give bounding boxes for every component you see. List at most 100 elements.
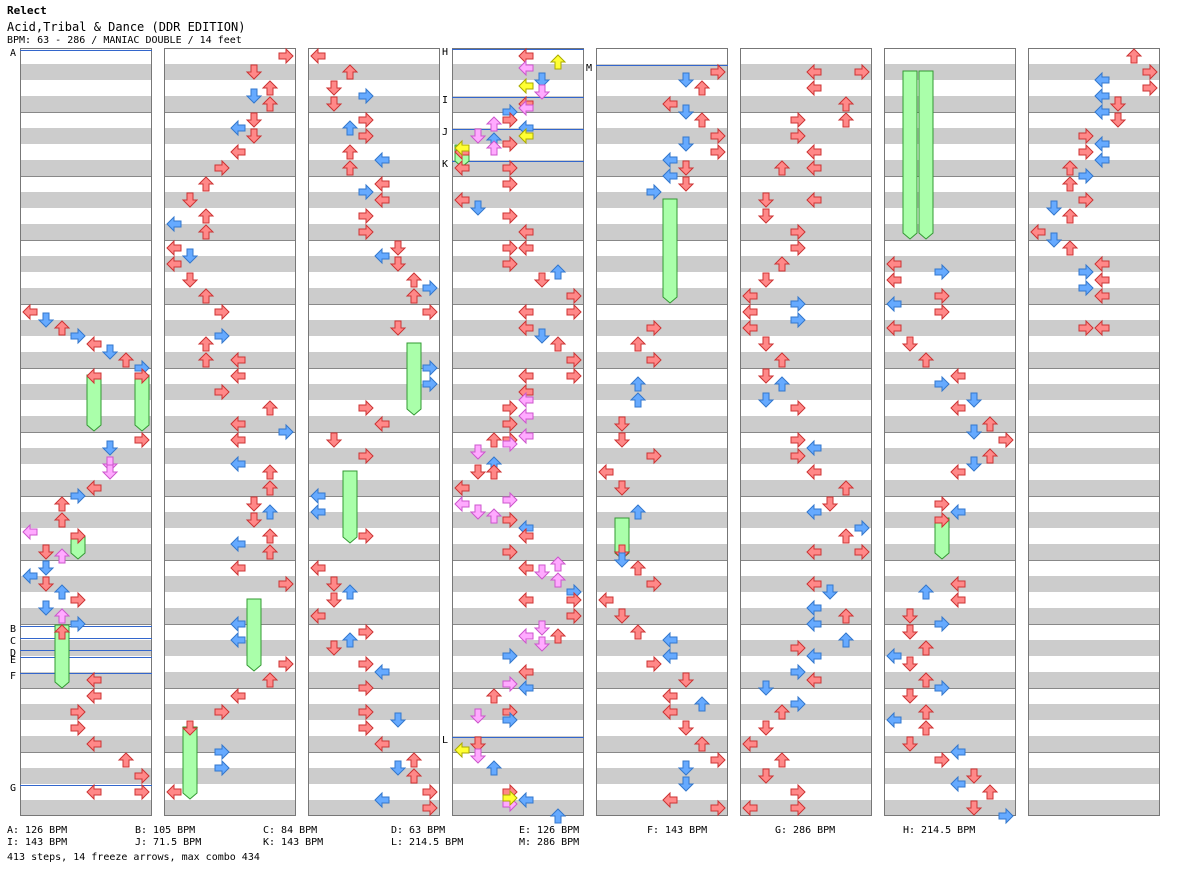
step-arrow (757, 272, 775, 288)
step-arrow (245, 128, 263, 144)
chart-column (308, 48, 440, 816)
step-arrow (629, 336, 647, 352)
step-arrow (790, 447, 806, 465)
step-arrow (886, 295, 902, 313)
step-arrow (662, 687, 678, 705)
bpm-legend-h: H: 214.5 BPM (903, 825, 976, 836)
step-arrow (405, 272, 423, 288)
step-arrow (1078, 167, 1094, 185)
step-arrow (806, 575, 822, 593)
beat-stripe (884, 256, 1016, 272)
step-arrow (310, 487, 326, 505)
beat-stripe (740, 576, 872, 592)
step-arrow (518, 591, 534, 609)
beat-stripe (452, 96, 584, 112)
step-arrow (261, 464, 279, 480)
step-arrow (358, 183, 374, 201)
step-arrow (53, 624, 71, 640)
beat-stripe (1028, 736, 1160, 752)
beat-stripe (308, 256, 440, 272)
beat-stripe (308, 192, 440, 208)
step-arrow (742, 735, 758, 753)
beat-stripe (164, 544, 296, 560)
beat-stripe (884, 672, 1016, 688)
step-arrow (518, 559, 534, 577)
step-arrow (790, 239, 806, 257)
step-arrow (773, 704, 791, 720)
step-arrow (37, 600, 55, 616)
step-arrow (278, 47, 294, 65)
step-arrow (230, 367, 246, 385)
bpm-legend-i: I: 143 BPM (7, 837, 68, 848)
beat-stripe (884, 544, 1016, 560)
step-arrow (358, 399, 374, 417)
step-arrow (566, 287, 582, 305)
step-arrow (677, 672, 695, 688)
step-arrow (502, 135, 518, 153)
step-arrow (806, 63, 822, 81)
step-arrow (502, 255, 518, 273)
step-arrow (757, 368, 775, 384)
step-arrow (773, 256, 791, 272)
step-arrow (230, 535, 246, 553)
step-arrow (693, 736, 711, 752)
step-arrow (197, 288, 215, 304)
step-arrow (677, 104, 695, 120)
beat-stripe (20, 640, 152, 656)
step-arrow (341, 144, 359, 160)
beat-stripe (20, 672, 152, 688)
step-arrow (101, 344, 119, 360)
step-arrow (70, 703, 86, 721)
bpm-marker-label: K (442, 159, 448, 170)
step-arrow (950, 775, 966, 793)
beat-stripe (164, 96, 296, 112)
beat-stripe (452, 320, 584, 336)
step-arrow (901, 624, 919, 640)
step-arrow (806, 79, 822, 97)
step-arrow (901, 736, 919, 752)
beat-stripe (596, 64, 728, 80)
step-arrow (70, 527, 86, 545)
beat-stripe (1028, 480, 1160, 496)
beat-stripe (884, 704, 1016, 720)
beat-stripe (740, 192, 872, 208)
step-arrow (358, 679, 374, 697)
beat-stripe (596, 288, 728, 304)
beat-stripe (452, 128, 584, 144)
step-arrow (134, 367, 150, 385)
bpm-legend-e: E: 126 BPM (519, 825, 580, 836)
beat-stripe (1028, 384, 1160, 400)
beat-stripe (1028, 448, 1160, 464)
beat-stripe (596, 800, 728, 816)
step-arrow (981, 416, 999, 432)
step-arrow (886, 319, 902, 337)
beat-stripe (452, 736, 584, 752)
beat-stripe (452, 192, 584, 208)
step-arrow (86, 735, 102, 753)
step-arrow (518, 99, 534, 117)
step-arrow (854, 543, 870, 561)
step-arrow (710, 751, 726, 769)
step-arrow (374, 663, 390, 681)
beat-stripe (452, 416, 584, 432)
beat-stripe (596, 736, 728, 752)
step-arrow (502, 159, 518, 177)
beat-stripe (164, 640, 296, 656)
beat-stripe (740, 352, 872, 368)
step-arrow (965, 392, 983, 408)
chart-column (884, 48, 1016, 816)
step-arrow (1094, 287, 1110, 305)
beat-stripe (596, 576, 728, 592)
beat-stripe (1028, 64, 1160, 80)
step-arrow (374, 735, 390, 753)
beat-stripe (164, 128, 296, 144)
bpm-legend-g: G: 286 BPM (775, 825, 836, 836)
step-arrow (934, 303, 950, 321)
step-arrow (806, 543, 822, 561)
beat-stripe (20, 160, 152, 176)
step-arrow (693, 696, 711, 712)
beat-stripe (308, 640, 440, 656)
beat-stripe (20, 256, 152, 272)
step-arrow (742, 287, 758, 305)
beat-stripe (452, 512, 584, 528)
